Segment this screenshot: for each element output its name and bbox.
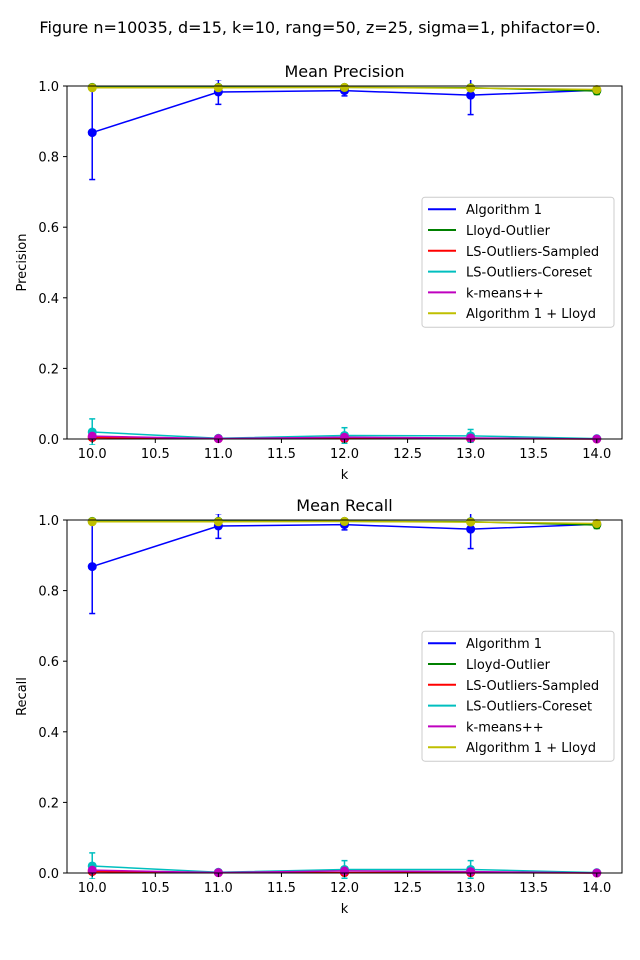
x-tick-label: 13.5 (519, 447, 548, 462)
legend-entry: Algorithm 1 + Lloyd (466, 307, 596, 322)
x-tick-label: 12.0 (330, 447, 359, 462)
x-tick-label: 11.0 (204, 881, 233, 896)
x-tick-label: 10.5 (141, 447, 170, 462)
y-tick-label: 1.0 (38, 514, 59, 529)
series-algorithm-1 (87, 514, 602, 615)
data-point (87, 865, 97, 875)
y-tick-label: 0.6 (38, 655, 59, 670)
data-point (340, 82, 349, 92)
y-tick-label: 0.4 (38, 292, 59, 307)
series-k-means- (87, 431, 602, 444)
x-tick-label: 10.5 (141, 881, 170, 896)
legend: Algorithm 1 Lloyd-Outlier LS-Outliers-Samp… (421, 196, 615, 328)
x-axis-label: k (341, 902, 349, 917)
data-point (87, 517, 97, 527)
data-point (592, 519, 602, 529)
y-tick-label: 0.2 (38, 362, 59, 377)
data-point (87, 83, 97, 93)
legend-entry: LS-Outliers-Coreset (466, 700, 592, 715)
data-point (466, 524, 476, 534)
x-tick-label: 10.0 (78, 881, 107, 896)
data-point (592, 85, 602, 95)
x-tick-label: 11.5 (267, 447, 296, 462)
data-point (466, 90, 476, 100)
y-axis-label: Recall (15, 677, 30, 716)
data-point (466, 433, 476, 443)
y-tick-label: 0.0 (38, 433, 59, 448)
data-point (87, 562, 97, 572)
y-tick-label: 0.2 (38, 796, 59, 811)
x-tick-label: 12.5 (393, 447, 422, 462)
data-point (213, 83, 223, 93)
legend-frame (421, 196, 615, 328)
chart-title: Mean Precision (284, 62, 404, 81)
data-point (340, 516, 349, 526)
x-tick-label: 14.0 (582, 447, 611, 462)
legend-entry: k-means++ (466, 720, 544, 735)
x-tick-label: 11.5 (267, 881, 296, 896)
data-point (466, 517, 476, 527)
x-axis-label: k (341, 468, 349, 483)
x-tick-label: 14.0 (582, 881, 611, 896)
x-tick-label: 12.5 (393, 881, 422, 896)
legend-entry: Lloyd-Outlier (466, 224, 551, 239)
data-point (87, 431, 97, 441)
legend-entry: Algorithm 1 (466, 637, 542, 652)
data-point (466, 867, 476, 877)
series-algorithm-1-lloyd (87, 82, 602, 95)
chart-precision: Mean Precision 10.0 10.5 11.0 11.5 12.0 12.5 13… (15, 62, 623, 483)
data-point (87, 128, 97, 138)
data-point (466, 83, 476, 93)
series-algorithm-1 (87, 80, 602, 181)
y-tick-label: 0.8 (38, 585, 59, 600)
x-tick-label: 12.0 (330, 881, 359, 896)
legend-entry: Lloyd-Outlier (466, 658, 551, 673)
y-tick-label: 1.0 (38, 80, 59, 95)
figure-suptitle: Figure n=10035, d=15, k=10, rang=50, z=2… (39, 18, 600, 37)
y-tick-label: 0.8 (38, 151, 59, 166)
chart-recall: Mean Recall 10.0 10.5 11.0 11.5 12.0 12.5 13.0 1… (15, 496, 623, 917)
x-tick-label: 11.0 (204, 447, 233, 462)
plot-area (87, 80, 602, 445)
y-tick-label: 0.4 (38, 726, 59, 741)
y-tick-label: 0.6 (38, 221, 59, 236)
x-tick-label: 13.0 (456, 881, 485, 896)
legend-entry: LS-Outliers-Coreset (466, 266, 592, 281)
legend-entry: LS-Outliers-Sampled (466, 245, 599, 260)
legend: Algorithm 1 Lloyd-Outlier LS-Outliers-Samp… (421, 630, 615, 762)
legend-entry: LS-Outliers-Sampled (466, 679, 599, 694)
x-tick-label: 10.0 (78, 447, 107, 462)
chart-title: Mean Recall (296, 496, 392, 515)
data-point (213, 517, 223, 527)
y-axis-label: Precision (15, 233, 30, 291)
legend-frame (421, 630, 615, 762)
x-tick-label: 13.0 (456, 447, 485, 462)
legend-entry: Algorithm 1 (466, 203, 542, 218)
x-tick-label: 13.5 (519, 881, 548, 896)
legend-entry: Algorithm 1 + Lloyd (466, 741, 596, 756)
legend-entry: k-means++ (466, 286, 544, 301)
y-tick-label: 0.0 (38, 867, 59, 882)
